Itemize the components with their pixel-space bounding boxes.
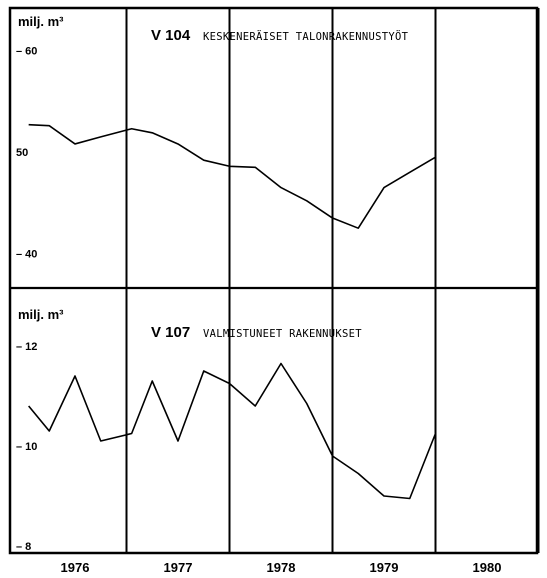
panel2-unit-label: milj. m³ xyxy=(18,307,64,322)
panel2-title-code: V 107 xyxy=(151,324,190,341)
year-label-1979: 1979 xyxy=(370,560,399,575)
panel1-title-code: V 104 xyxy=(151,27,191,44)
panel2-title-text: VALMISTUNEET RAKENNUKSET xyxy=(203,328,362,340)
series-layer xyxy=(28,123,437,500)
panel1-unit-label: milj. m³ xyxy=(18,14,64,29)
panel2-y-axis: – 12 – 10 – 8 xyxy=(16,341,37,553)
year-label-1980: 1980 xyxy=(473,560,502,575)
outer-frame xyxy=(8,6,539,555)
panel2-ytick-label-8: – 8 xyxy=(16,541,31,553)
panel1-ytick-label-60: – 60 xyxy=(16,46,37,58)
panel1-series-line xyxy=(28,123,436,229)
year-dividers xyxy=(125,8,540,553)
panel2-ytick-label-10: – 10 xyxy=(16,441,37,453)
panel1-ytick-label-40: – 40 xyxy=(16,249,37,261)
panel1-y-axis: – 60 50 – 40 xyxy=(16,46,37,261)
year-label-1977: 1977 xyxy=(164,560,193,575)
panel2-ytick-label-12: – 12 xyxy=(16,341,37,353)
panel1-title-text: KESKENERÄISET TALONRAKENNUSTYÖT xyxy=(203,30,409,43)
panel2-series-line xyxy=(28,362,437,500)
year-labels: 1976 1977 1978 1979 1980 xyxy=(61,560,502,575)
year-label-1978: 1978 xyxy=(267,560,296,575)
panel1-ytick-label-50: 50 xyxy=(16,147,28,159)
year-label-1976: 1976 xyxy=(61,560,90,575)
